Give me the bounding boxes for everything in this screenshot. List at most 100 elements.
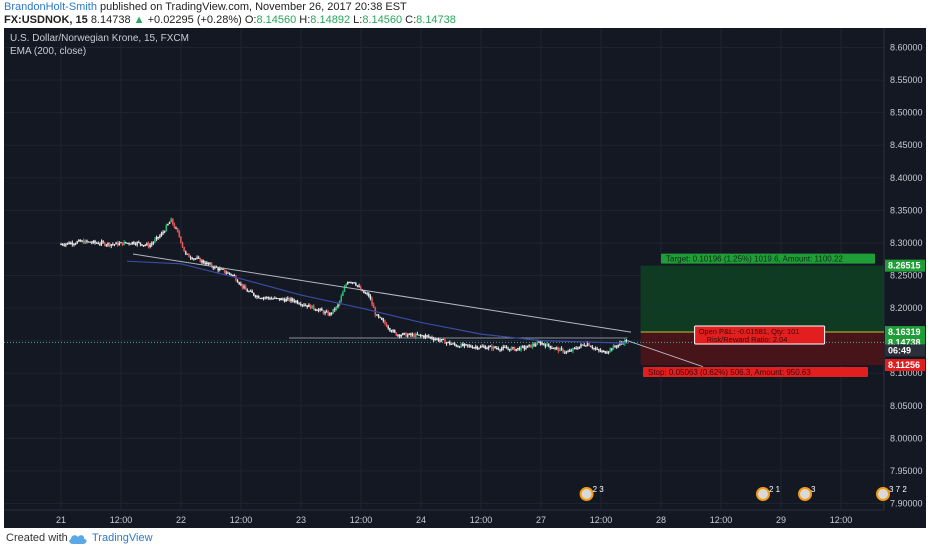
x-tick-label: 12:00 [710, 515, 733, 525]
candle-body [544, 344, 547, 347]
candle-body [463, 344, 466, 346]
candle-body [423, 335, 425, 338]
candle-body [129, 243, 132, 245]
candle-body [79, 240, 82, 242]
candle-body [468, 345, 471, 347]
candle-body [345, 284, 347, 288]
y-tick-label: 7.95000 [890, 466, 923, 476]
author-link[interactable]: BrandonHolt-Smith [4, 1, 97, 13]
candle-body [308, 304, 310, 307]
candle-body [351, 282, 354, 284]
candle-body [262, 297, 265, 299]
candle-body [183, 246, 185, 252]
candle-body [321, 308, 323, 311]
tradingview-brand[interactable]: TradingView [92, 532, 153, 544]
high-value: 8.14892 [310, 14, 351, 26]
candle-body [562, 349, 564, 353]
candle-body [94, 240, 96, 243]
candle-body [495, 348, 498, 350]
candle-body [542, 343, 545, 345]
candle-body [136, 242, 138, 245]
candle-body [210, 263, 213, 267]
candle-body [570, 350, 573, 352]
candle-body [235, 276, 237, 281]
candle-body [298, 303, 300, 305]
candle-body [466, 344, 469, 346]
candle-body [157, 236, 159, 238]
candle-body [115, 242, 117, 245]
candle-body [343, 287, 346, 292]
candle-body [504, 346, 506, 348]
candle-body [65, 243, 67, 246]
candle-body [126, 242, 129, 244]
open-label: O: [244, 14, 257, 26]
candle-body [457, 346, 459, 348]
candle-body [155, 236, 158, 240]
candle-body [217, 267, 219, 271]
candle-body [113, 244, 116, 246]
candle-body [309, 304, 312, 309]
candle-body [604, 351, 607, 354]
candle-body [442, 339, 445, 341]
candle-body [612, 345, 615, 350]
candle-body [225, 272, 228, 274]
y-tick-label: 8.45000 [890, 140, 923, 150]
pnl-label-box [694, 325, 826, 345]
x-tick-label: 12:00 [590, 515, 613, 525]
candle-body [293, 300, 296, 302]
candle-body [290, 298, 292, 302]
open-value: 8.14560 [256, 14, 297, 26]
candle-body [356, 285, 359, 287]
candle-body [444, 339, 446, 344]
candle-body [513, 347, 516, 351]
candle-body [547, 343, 550, 346]
indicator-label[interactable]: EMA (200, close) [10, 46, 87, 57]
published-text: published on TradingView.com, November 2… [100, 1, 407, 13]
candle-body [400, 335, 402, 337]
candle-body [329, 312, 331, 316]
candle-body [560, 348, 563, 350]
candle-body [150, 243, 153, 245]
candle-body [492, 346, 495, 350]
candle-body [316, 310, 318, 312]
candle-body [134, 243, 137, 245]
candle-body [275, 297, 278, 299]
candle-body [87, 241, 90, 243]
candle-body [593, 348, 595, 350]
candle-body [478, 347, 480, 349]
pnl-label: Open P&L: -0.01581, Qty: 101 [699, 327, 800, 336]
candle-body [287, 298, 289, 300]
stop-label: Stop: 0.05063 (0.62%) 506.3, Amount: 950… [648, 368, 811, 377]
candle-body [393, 330, 396, 333]
y-tick-label: 8.50000 [890, 108, 923, 118]
candle-body [118, 243, 121, 246]
candle-body [564, 352, 566, 354]
candle-body [97, 243, 100, 245]
candle-body [197, 257, 200, 259]
candle-body [160, 233, 163, 236]
y-tick-label: 8.35000 [890, 205, 923, 215]
price-chart[interactable]: 8.60000 8.55000 8.50000 8.45000 8.40000 8.350… [4, 28, 926, 528]
candle-body [421, 335, 424, 337]
candle-body [385, 323, 388, 327]
candle-body [189, 257, 192, 259]
candle-body [168, 222, 171, 225]
candle-body [515, 348, 518, 351]
candle-body [240, 283, 242, 285]
candle-body [617, 344, 620, 347]
candle-body [589, 346, 592, 348]
candle-body [413, 334, 415, 338]
economic-event-icon [798, 487, 812, 501]
candle-body [419, 334, 422, 336]
candle-body [447, 341, 449, 343]
candle-body [371, 298, 373, 305]
candle-body [358, 285, 360, 287]
candle-body [66, 242, 69, 244]
candle-body [212, 266, 215, 269]
chart-area[interactable]: 8.60000 8.55000 8.50000 8.45000 8.40000 8.350… [4, 28, 926, 528]
x-tick-label: 27 [536, 515, 546, 525]
candle-body [471, 347, 474, 349]
y-tick-label: 7.90000 [890, 498, 923, 508]
candle-body [299, 304, 302, 306]
candle-body [392, 330, 394, 332]
